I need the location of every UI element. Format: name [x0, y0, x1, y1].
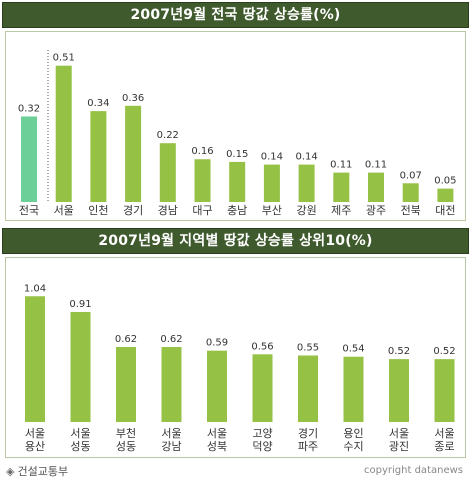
value-label: 0.05	[434, 176, 456, 187]
category-label: 덕양	[252, 440, 272, 453]
category-label: 서울	[25, 427, 45, 440]
bar	[298, 355, 318, 422]
category-label: 서울	[161, 427, 181, 440]
category-label: 부천	[116, 426, 136, 440]
category-label: 경기	[298, 427, 318, 440]
category-label: 제주	[331, 204, 351, 217]
diamond-icon: ◈	[6, 465, 15, 478]
value-label: 0.16	[191, 146, 213, 157]
value-label: 0.22	[157, 130, 179, 141]
bar	[194, 159, 211, 202]
value-label: 0.54	[342, 344, 364, 355]
bar	[298, 164, 315, 202]
category-label: 서울	[207, 427, 227, 440]
category-label: 전북	[401, 204, 421, 217]
bar	[21, 116, 37, 202]
category-label: 서울	[54, 204, 74, 217]
category-label: 충남	[227, 204, 247, 217]
bar	[25, 296, 45, 422]
value-label: 0.14	[261, 152, 283, 163]
category-label: 대구	[192, 204, 212, 217]
bar	[116, 347, 136, 422]
chart-2-panel: 1.04 서울 용산 0.91 서울 성동 0.62 부천 성동 0.62 서울 강남 0.59 서울 성북…	[5, 257, 466, 458]
category-label: 수지	[343, 440, 363, 453]
category-label: 강남	[161, 440, 181, 453]
bar	[368, 172, 384, 202]
bar	[252, 354, 273, 422]
bar	[125, 105, 142, 202]
value-label: 0.36	[122, 93, 144, 104]
chart-1-title: 2007년9월 전국 땅값 상승률(%)	[2, 2, 469, 28]
bar	[207, 350, 227, 422]
bar	[90, 111, 107, 202]
value-label: 1.04	[24, 283, 46, 294]
category-label: 성동	[116, 440, 136, 453]
category-label: 경남	[158, 204, 178, 217]
value-label: 0.07	[400, 170, 422, 181]
category-label: 경기	[123, 204, 143, 217]
chart-2-title: 2007년9월 지역별 땅값 상승률 상위10(%)	[2, 228, 469, 254]
category-label: 서울	[434, 427, 454, 440]
category-label: 대전	[435, 204, 455, 217]
bar	[402, 183, 419, 202]
bar	[333, 172, 350, 202]
source-text: 건설교통부	[17, 465, 69, 478]
source-note: ◈ 건설교통부	[6, 463, 68, 479]
bar	[389, 359, 409, 422]
bar	[343, 356, 364, 422]
bar	[437, 188, 454, 202]
category-label: 서울	[70, 427, 90, 440]
category-label: 서울	[389, 427, 409, 440]
bar	[229, 161, 246, 202]
value-label: 0.32	[18, 103, 40, 114]
category-label: 전국	[19, 204, 39, 217]
bar	[434, 359, 455, 422]
category-label: 용인	[343, 427, 363, 440]
category-label: 성동	[70, 440, 90, 453]
category-label: 종로	[434, 440, 454, 453]
value-label: 0.52	[388, 346, 410, 357]
value-label: 0.59	[206, 338, 228, 349]
category-label: 광주	[366, 204, 386, 217]
category-label: 파주	[298, 440, 318, 453]
bar	[55, 65, 72, 202]
value-label: 0.34	[87, 98, 109, 109]
category-label: 용산	[25, 440, 45, 453]
value-label: 0.55	[297, 343, 319, 354]
bar	[70, 311, 91, 422]
chart-1-plot: 0.32 전국 0.51 서울 0.34 인천 0.36 경기 0.22 경남 0.16 대구 0.15…	[18, 50, 457, 217]
category-label: 광진	[389, 440, 409, 453]
category-label: 인천	[88, 203, 108, 217]
value-label: 0.14	[295, 152, 317, 163]
value-label: 0.62	[160, 334, 182, 345]
copyright-note: copyright datanews	[364, 465, 463, 476]
value-label: 0.56	[251, 341, 273, 352]
value-label: 0.15	[226, 149, 248, 160]
value-label: 0.52	[433, 346, 455, 357]
bar	[263, 164, 280, 202]
bar	[159, 143, 176, 202]
value-label: 0.11	[365, 160, 387, 171]
value-label: 0.62	[115, 334, 137, 345]
category-label: 부산	[262, 204, 282, 217]
chart-1-panel: 0.32 전국 0.51 서울 0.34 인천 0.36 경기 0.22 경남 0.16 대구 0.15…	[5, 31, 466, 221]
value-label: 0.51	[53, 53, 75, 64]
value-label: 0.91	[69, 299, 91, 310]
chart-2-plot: 1.04서울용산0.91서울성동0.62부천성동0.62서울강남0.59서울성북…	[24, 283, 456, 453]
category-label: 강원	[296, 204, 316, 217]
category-label: 성북	[207, 440, 227, 453]
value-label: 0.11	[330, 160, 352, 171]
category-label: 고양	[252, 427, 272, 440]
bar	[161, 347, 182, 422]
